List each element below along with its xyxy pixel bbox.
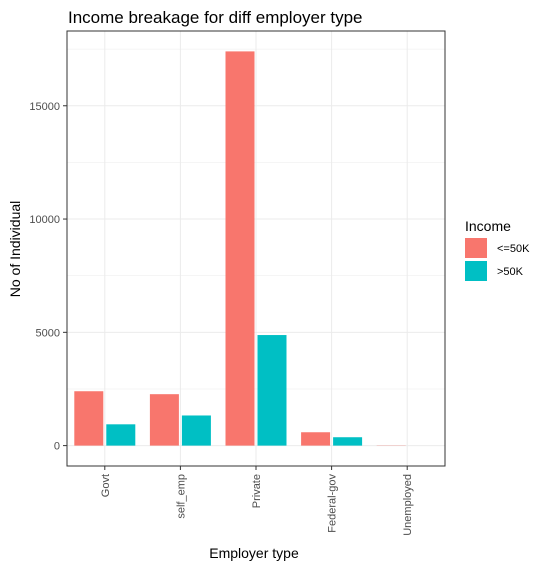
x-tick-label: Govt <box>100 474 112 497</box>
grid <box>67 31 445 466</box>
y-tick-label: 0 <box>54 441 60 453</box>
bar <box>106 424 136 446</box>
chart-title: Income breakage for diff employer type <box>68 8 363 27</box>
y-tick-label: 10000 <box>29 214 60 226</box>
y-axis: 0 5000 10000 15000 <box>29 101 67 453</box>
bar <box>225 51 255 446</box>
bar <box>181 415 211 446</box>
y-tick-label: 15000 <box>29 101 60 113</box>
bar <box>257 335 287 446</box>
x-tick-label: Federal-gov <box>327 474 339 533</box>
x-tick-label: Unemployed <box>402 474 414 536</box>
legend-label: >50K <box>497 266 524 278</box>
x-tick-label: self_emp <box>175 474 187 519</box>
bar <box>149 394 179 446</box>
legend: Income <=50K >50K <box>465 218 530 281</box>
bar <box>74 391 104 446</box>
legend-swatch <box>465 261 487 281</box>
bars <box>74 51 406 446</box>
x-tick-label: Private <box>251 474 263 508</box>
bar <box>301 432 331 446</box>
x-axis-title: Employer type <box>209 545 299 561</box>
y-tick-label: 5000 <box>36 327 60 339</box>
legend-label: <=50K <box>497 243 530 255</box>
bar <box>333 437 363 446</box>
legend-title: Income <box>465 218 511 234</box>
legend-swatch <box>465 238 487 258</box>
x-axis: Govt self_emp Private Federal-gov Unemployed <box>100 466 414 536</box>
y-axis-title: No of Individual <box>7 201 23 298</box>
